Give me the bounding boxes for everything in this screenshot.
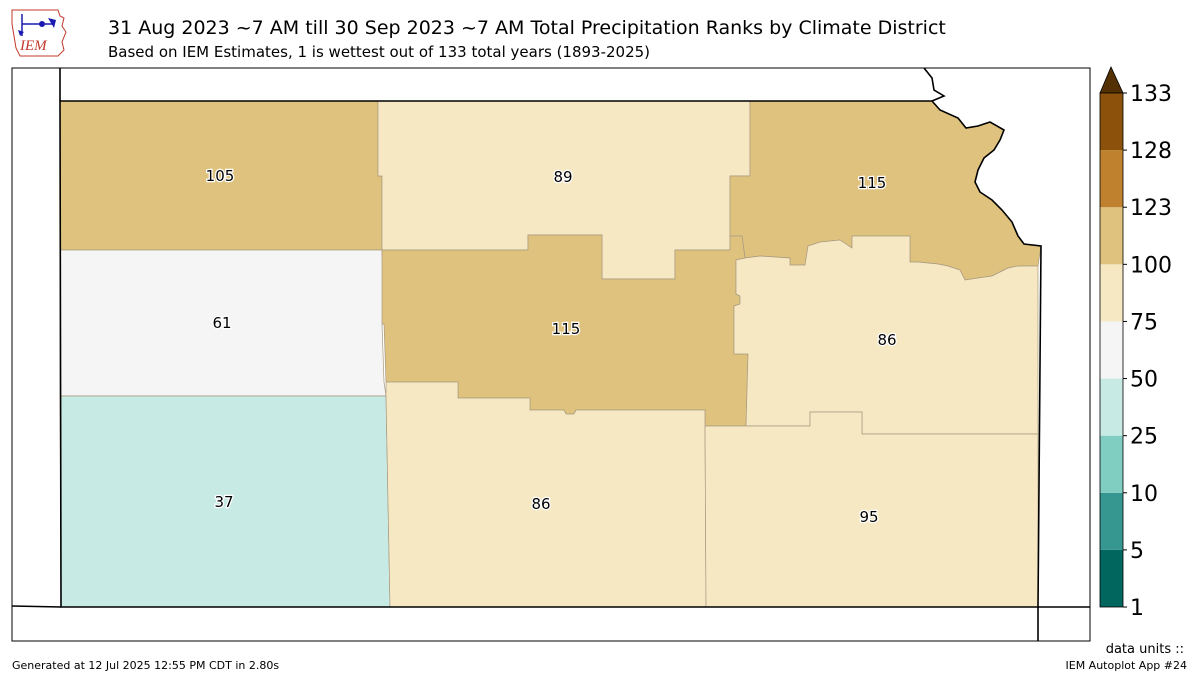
rank-label-southeast: 95 (859, 508, 878, 526)
colorbar-tick-label: 25 (1130, 425, 1158, 450)
rank-label-northeast: 115 (858, 174, 887, 192)
app-label: IEM Autoplot App #24 (1065, 659, 1188, 672)
colorbar-tick-label: 75 (1130, 310, 1158, 335)
colorbar-tick-label: 133 (1130, 82, 1172, 107)
colorbar-band (1100, 492, 1123, 550)
colorbar-band (1100, 93, 1123, 151)
south-border-west (11, 605, 62, 608)
colorbar-tick-label: 1 (1130, 596, 1144, 621)
colorbar-band (1100, 549, 1123, 607)
rank-label-north-central: 89 (553, 168, 572, 186)
rank-label-southwest: 37 (214, 493, 233, 511)
rank-label-east-central: 86 (877, 331, 896, 349)
district-east-central (733, 235, 1039, 435)
colorbar-tick-label: 50 (1130, 368, 1158, 393)
rank-label-south-central: 86 (531, 495, 550, 513)
data-units-label: data units :: (1105, 642, 1184, 657)
colorbar-band (1100, 150, 1123, 208)
colorbar-tick-label: 10 (1130, 482, 1158, 507)
colorbar: 1 5 10 25 50 75 100 123 128 133 (1099, 66, 1172, 621)
rank-label-central: 115 (552, 320, 581, 338)
colorbar-frame (1099, 92, 1124, 608)
colorbar-band (1100, 378, 1123, 436)
colorbar-band (1100, 207, 1123, 265)
colorbar-tick-label: 128 (1130, 139, 1172, 164)
logo-text: IEM (19, 38, 48, 54)
colorbar-tick-label: 5 (1130, 539, 1144, 564)
state-outline (59, 100, 1042, 608)
map-title: 31 Aug 2023 ~7 AM till 30 Sep 2023 ~7 AM… (108, 17, 946, 39)
colorbar-tick-label: 123 (1130, 196, 1172, 221)
colorbar-band (1100, 264, 1123, 322)
rank-label-northwest: 105 (206, 167, 235, 185)
colorbar-band (1100, 435, 1123, 493)
rank-label-west-central: 61 (212, 314, 231, 332)
colorbar-extend-arrow (1099, 66, 1124, 94)
iem-logo: IEM (11, 9, 67, 57)
colorbar-tick-label: 100 (1130, 253, 1172, 278)
generated-timestamp: Generated at 12 Jul 2025 12:55 PM CDT in… (12, 659, 280, 672)
colorbar-band (1100, 321, 1123, 379)
map-subtitle: Based on IEM Estimates, 1 is wettest out… (108, 43, 651, 61)
river-border (923, 67, 946, 102)
